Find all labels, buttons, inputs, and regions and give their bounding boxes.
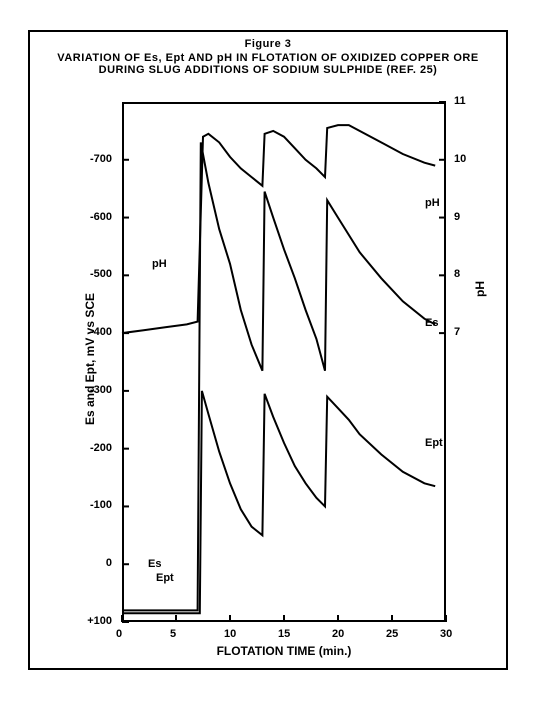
y-left-tick: +100	[87, 615, 112, 627]
x-tick: 10	[224, 628, 236, 640]
figure-title-line2: DURING SLUG ADDITIONS OF SODIUM SULPHIDE…	[30, 64, 506, 76]
x-axis-label: FLOTATION TIME (min.)	[122, 644, 446, 658]
y-left-tick: -600	[90, 211, 112, 223]
label-es-start: Es	[148, 558, 161, 570]
label-ph-end: pH	[425, 197, 440, 209]
y-left-tick: -100	[90, 499, 112, 511]
label-ept-start: Ept	[156, 572, 174, 584]
y-left-tick: -700	[90, 153, 112, 165]
x-tick: 25	[386, 628, 398, 640]
tick-marks	[122, 102, 446, 622]
y-right-tick: 10	[454, 153, 466, 165]
label-ph-start: pH	[152, 258, 167, 270]
y-right-tick: 8	[454, 268, 460, 280]
outer-frame: Figure 3 VARIATION OF Es, Ept AND pH IN …	[28, 30, 508, 670]
y-right-axis-label: pH	[473, 239, 487, 339]
label-ept-end: Ept	[425, 437, 443, 449]
x-tick: 30	[440, 628, 452, 640]
x-tick: 15	[278, 628, 290, 640]
series-ph	[122, 125, 435, 333]
x-tick: 0	[116, 628, 122, 640]
y-right-tick: 7	[454, 326, 460, 338]
figure-title-line1: VARIATION OF Es, Ept AND pH IN FLOTATION…	[30, 52, 506, 64]
page-root: Figure 3 VARIATION OF Es, Ept AND pH IN …	[0, 0, 537, 701]
figure-caption: Figure 3 VARIATION OF Es, Ept AND pH IN …	[30, 38, 506, 76]
x-tick: 20	[332, 628, 344, 640]
x-tick: 5	[170, 628, 176, 640]
chart-svg	[122, 102, 446, 622]
y-left-axis-label: Es and Ept, mV vs SCE	[83, 259, 97, 459]
y-right-tick: 9	[454, 211, 460, 223]
y-left-tick: 0	[106, 557, 112, 569]
y-right-tick: 11	[454, 95, 466, 107]
label-es-end: Es	[425, 317, 438, 329]
figure-label: Figure 3	[30, 38, 506, 50]
series-es	[122, 142, 435, 610]
